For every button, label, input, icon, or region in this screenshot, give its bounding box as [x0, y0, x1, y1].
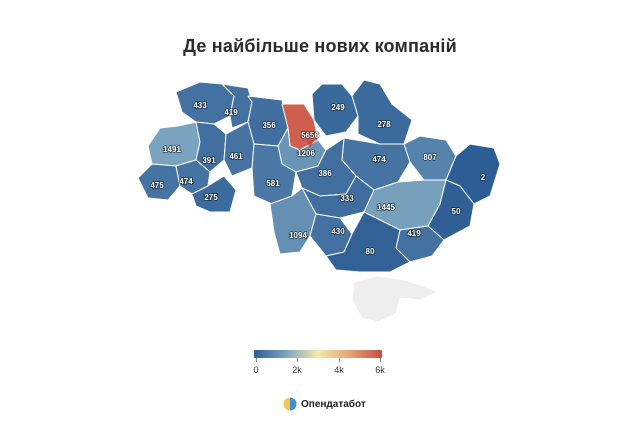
region[interactable] — [427, 179, 475, 241]
region-nodata[interactable] — [351, 275, 439, 323]
region[interactable] — [191, 175, 237, 213]
legend-tick-label: 4k — [334, 365, 344, 375]
opendatabot-logo-icon — [283, 397, 297, 411]
region-value-label: 1206 — [297, 149, 315, 158]
region-value-label: 475 — [150, 181, 164, 190]
region-value-label: 386 — [318, 169, 332, 178]
region-value-label: 474 — [372, 155, 386, 164]
region-value-label: 1491 — [163, 145, 181, 154]
region-value-label: 333 — [340, 194, 354, 203]
capital-marker-icon — [306, 140, 314, 148]
brand: Опендатабот — [283, 396, 366, 412]
region-value-label: 275 — [204, 193, 218, 202]
region-value-label: 1094 — [289, 231, 307, 240]
color-scale-legend — [254, 350, 382, 358]
region[interactable] — [221, 83, 253, 129]
region-value-label: 807 — [423, 153, 437, 162]
region[interactable] — [351, 79, 413, 145]
region-value-label: 249 — [331, 103, 345, 112]
region-value-label: 430 — [331, 227, 345, 236]
brand-name: Опендатабот — [301, 398, 366, 410]
legend-tick-mark — [380, 358, 381, 362]
legend-tick-label: 2k — [292, 365, 302, 375]
region-value-label: 419 — [407, 229, 421, 238]
region-value-label: 50 — [452, 207, 461, 216]
region[interactable] — [223, 121, 255, 177]
region-value-label: 80 — [366, 247, 375, 256]
region-value-label: 474 — [179, 177, 193, 186]
region-value-label: 5656 — [301, 131, 319, 140]
region[interactable] — [147, 121, 201, 167]
legend-tick-mark — [256, 358, 257, 362]
region-value-label: 419 — [224, 108, 238, 117]
region-value-label: 581 — [266, 179, 280, 188]
region-value-label: 461 — [229, 152, 243, 161]
legend-tick-mark — [339, 358, 340, 362]
region-value-label: 278 — [377, 120, 391, 129]
region-value-label: 2 — [481, 173, 486, 182]
region[interactable] — [325, 211, 411, 273]
map-title: Де найбільше нових компаній — [183, 36, 457, 56]
region-value-label: 356 — [262, 121, 276, 130]
region-value-label: 391 — [202, 156, 216, 165]
region-value-label: 433 — [193, 101, 207, 110]
legend-tick-label: 6k — [375, 365, 385, 375]
region[interactable] — [195, 121, 227, 173]
legend-tick-label: 0 — [253, 365, 259, 375]
legend-tick-mark — [297, 358, 298, 362]
region-value-label: 1445 — [377, 203, 395, 212]
